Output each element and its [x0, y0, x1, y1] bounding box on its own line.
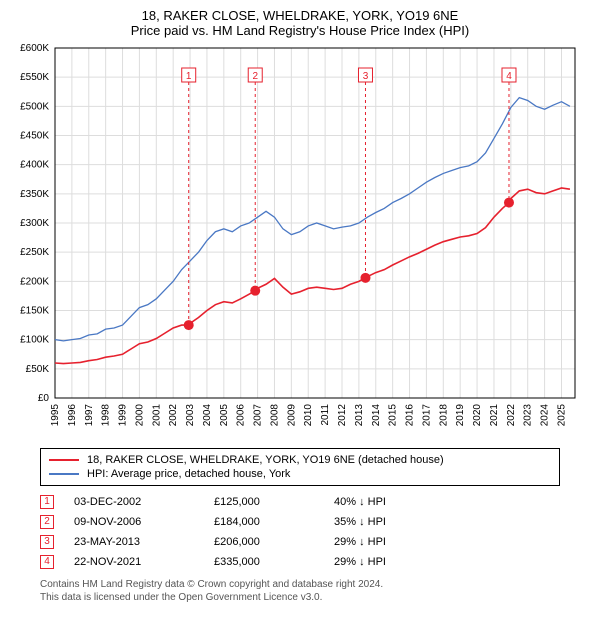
- footer-line-2: This data is licensed under the Open Gov…: [40, 591, 560, 604]
- svg-text:2020: 2020: [472, 404, 483, 427]
- svg-text:2016: 2016: [405, 404, 416, 427]
- chart-area: £0 £50K £100K £150K £200K £250K £300K £350K £400…: [0, 42, 600, 442]
- svg-text:2019: 2019: [455, 404, 466, 427]
- svg-text:2006: 2006: [236, 404, 247, 427]
- sale-date: 09-NOV-2006: [74, 516, 214, 528]
- svg-text:2005: 2005: [219, 404, 230, 427]
- svg-text:3: 3: [363, 71, 369, 82]
- svg-text:£200K: £200K: [20, 276, 49, 287]
- svg-text:£0: £0: [38, 393, 50, 404]
- svg-text:2001: 2001: [151, 404, 162, 427]
- svg-text:2014: 2014: [371, 404, 382, 427]
- svg-text:£550K: £550K: [20, 72, 49, 83]
- legend-swatch: [49, 473, 79, 475]
- sale-price: £125,000: [214, 496, 334, 508]
- svg-text:2025: 2025: [556, 404, 567, 427]
- sale-marker: 1: [40, 495, 54, 509]
- svg-text:£600K: £600K: [20, 43, 49, 54]
- svg-text:2022: 2022: [506, 404, 517, 427]
- sale-row: 4 22-NOV-2021£335,00029% ↓ HPI: [40, 552, 560, 572]
- svg-text:2015: 2015: [388, 404, 399, 427]
- svg-text:2021: 2021: [489, 404, 500, 427]
- svg-text:2018: 2018: [438, 404, 449, 427]
- attribution-footer: Contains HM Land Registry data © Crown c…: [40, 578, 560, 604]
- svg-text:1999: 1999: [118, 404, 129, 427]
- sale-delta: 29% ↓ HPI: [334, 536, 434, 548]
- legend-item: HPI: Average price, detached house, York: [49, 467, 551, 481]
- sale-row: 3 23-MAY-2013£206,00029% ↓ HPI: [40, 532, 560, 552]
- sale-delta: 35% ↓ HPI: [334, 516, 434, 528]
- sales-table: 1 03-DEC-2002£125,00040% ↓ HPI 2 09-NOV-200…: [40, 492, 560, 572]
- svg-text:2012: 2012: [337, 404, 348, 427]
- chart-subtitle: Price paid vs. HM Land Registry's House …: [0, 23, 600, 38]
- sale-price: £206,000: [214, 536, 334, 548]
- svg-text:£250K: £250K: [20, 247, 49, 258]
- svg-text:2007: 2007: [253, 404, 264, 427]
- sale-date: 22-NOV-2021: [74, 556, 214, 568]
- address-title: 18, RAKER CLOSE, WHELDRAKE, YORK, YO19 6…: [0, 8, 600, 23]
- svg-text:£450K: £450K: [20, 131, 49, 142]
- footer-line-1: Contains HM Land Registry data © Crown c…: [40, 578, 560, 591]
- svg-text:2002: 2002: [168, 404, 179, 427]
- sale-date: 03-DEC-2002: [74, 496, 214, 508]
- svg-text:2013: 2013: [354, 404, 365, 427]
- legend-label: 18, RAKER CLOSE, WHELDRAKE, YORK, YO19 6…: [87, 454, 444, 466]
- sale-marker: 2: [40, 515, 54, 529]
- svg-text:£300K: £300K: [20, 218, 49, 229]
- svg-text:2017: 2017: [421, 404, 432, 427]
- sale-delta: 29% ↓ HPI: [334, 556, 434, 568]
- legend-swatch: [49, 459, 79, 461]
- svg-text:£500K: £500K: [20, 101, 49, 112]
- sale-row: 2 09-NOV-2006£184,00035% ↓ HPI: [40, 512, 560, 532]
- svg-text:2000: 2000: [134, 404, 145, 427]
- svg-text:2011: 2011: [320, 404, 331, 426]
- price-chart-svg: £0 £50K £100K £150K £200K £250K £300K £350K £400…: [0, 42, 600, 437]
- sale-marker: 4: [40, 555, 54, 569]
- svg-text:2024: 2024: [540, 404, 551, 427]
- svg-text:1997: 1997: [84, 404, 95, 427]
- svg-text:£350K: £350K: [20, 189, 49, 200]
- svg-text:£100K: £100K: [20, 335, 49, 346]
- sale-price: £184,000: [214, 516, 334, 528]
- svg-text:1: 1: [186, 71, 192, 82]
- chart-header: 18, RAKER CLOSE, WHELDRAKE, YORK, YO19 6…: [0, 0, 600, 42]
- sale-delta: 40% ↓ HPI: [334, 496, 434, 508]
- svg-text:2: 2: [252, 71, 258, 82]
- legend-item: 18, RAKER CLOSE, WHELDRAKE, YORK, YO19 6…: [49, 453, 551, 467]
- sale-date: 23-MAY-2013: [74, 536, 214, 548]
- svg-text:£150K: £150K: [20, 306, 49, 317]
- price-chart-card: 18, RAKER CLOSE, WHELDRAKE, YORK, YO19 6…: [0, 0, 600, 620]
- svg-text:£50K: £50K: [26, 364, 50, 375]
- sale-row: 1 03-DEC-2002£125,00040% ↓ HPI: [40, 492, 560, 512]
- svg-text:£400K: £400K: [20, 160, 49, 171]
- svg-text:2023: 2023: [523, 404, 534, 427]
- sale-marker: 3: [40, 535, 54, 549]
- svg-text:2008: 2008: [269, 404, 280, 427]
- legend-box: 18, RAKER CLOSE, WHELDRAKE, YORK, YO19 6…: [40, 448, 560, 486]
- svg-text:1996: 1996: [67, 404, 78, 427]
- svg-text:2003: 2003: [185, 404, 196, 427]
- svg-text:1998: 1998: [101, 404, 112, 427]
- legend-label: HPI: Average price, detached house, York: [87, 468, 290, 480]
- sale-price: £335,000: [214, 556, 334, 568]
- svg-text:4: 4: [506, 71, 512, 82]
- svg-text:2009: 2009: [286, 404, 297, 427]
- svg-text:2004: 2004: [202, 404, 213, 427]
- svg-text:2010: 2010: [303, 404, 314, 427]
- svg-text:1995: 1995: [50, 404, 61, 427]
